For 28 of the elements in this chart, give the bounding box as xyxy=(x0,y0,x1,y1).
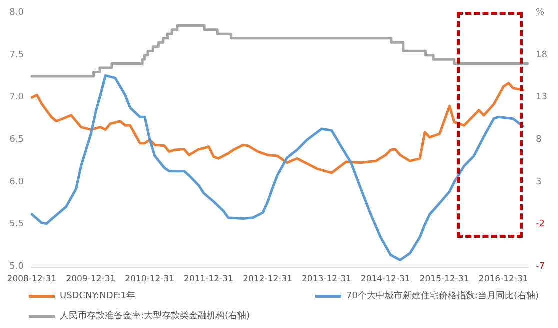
x-tick-label: 2010-12-31 xyxy=(125,274,175,284)
x-tick-label: 2013-12-31 xyxy=(302,274,352,284)
line-series xyxy=(30,74,524,262)
y2-tick-label: 8 xyxy=(536,135,542,145)
y-tick-label: 6.0 xyxy=(10,177,24,188)
y2-tick-label: -7 xyxy=(536,262,545,272)
y2-tick-label: 18 xyxy=(536,50,548,60)
x-tick-label: 2016-12-31 xyxy=(478,274,528,284)
legend-label: 70个大中城市新建住宅价格指数:当月同比(右轴) xyxy=(346,290,539,302)
y-tick-label: 5.5 xyxy=(10,220,24,230)
y2-tick-label: 13 xyxy=(536,92,548,103)
x-tick-label: 2015-12-31 xyxy=(420,274,470,284)
y2-tick-label: % xyxy=(536,8,545,18)
y2-tick-label: 3 xyxy=(536,177,542,188)
y-tick-label: 8.0 xyxy=(10,8,24,18)
legend-label: 人民币存款准备金率:大型存款类金融机构(右轴) xyxy=(60,310,250,322)
y-tick-label: 7.0 xyxy=(10,92,24,103)
x-tick-label: 2012-12-31 xyxy=(243,274,293,284)
x-tick-label: 2009-12-31 xyxy=(66,274,116,284)
y-tick-label: 6.5 xyxy=(10,135,24,145)
y2-tick-label: -2 xyxy=(536,220,545,230)
y-tick-label: 7.5 xyxy=(10,50,24,60)
x-tick-label: 2014-12-31 xyxy=(360,274,410,284)
x-tick-label: 2011-12-31 xyxy=(184,274,234,284)
line-series xyxy=(30,82,524,174)
x-tick-label: 2008-12-31 xyxy=(7,274,57,284)
y-tick-label: 5.0 xyxy=(10,262,24,272)
legend-label: USDCNY:NDF:1年 xyxy=(60,290,136,302)
